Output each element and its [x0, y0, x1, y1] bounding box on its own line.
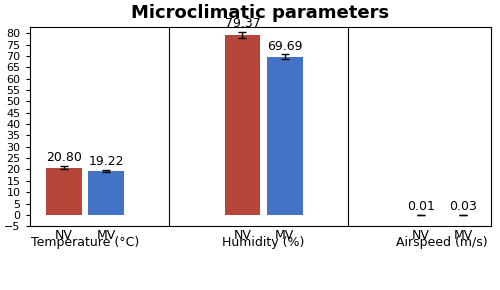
Text: Airspeed (m/s): Airspeed (m/s) — [396, 236, 488, 249]
Text: Humidity (%): Humidity (%) — [222, 236, 304, 249]
Bar — [88, 171, 124, 215]
Bar — [46, 168, 82, 215]
Bar — [267, 57, 302, 215]
Title: Microclimatic parameters: Microclimatic parameters — [131, 4, 390, 22]
Text: Temperature (°C): Temperature (°C) — [30, 236, 139, 249]
Text: 69.69: 69.69 — [267, 40, 302, 52]
Text: 79.37: 79.37 — [224, 17, 260, 30]
Text: 20.80: 20.80 — [46, 151, 82, 164]
Text: 0.01: 0.01 — [407, 200, 435, 213]
Text: 0.03: 0.03 — [450, 200, 477, 213]
Bar — [224, 35, 260, 215]
Text: 19.22: 19.22 — [88, 155, 124, 168]
